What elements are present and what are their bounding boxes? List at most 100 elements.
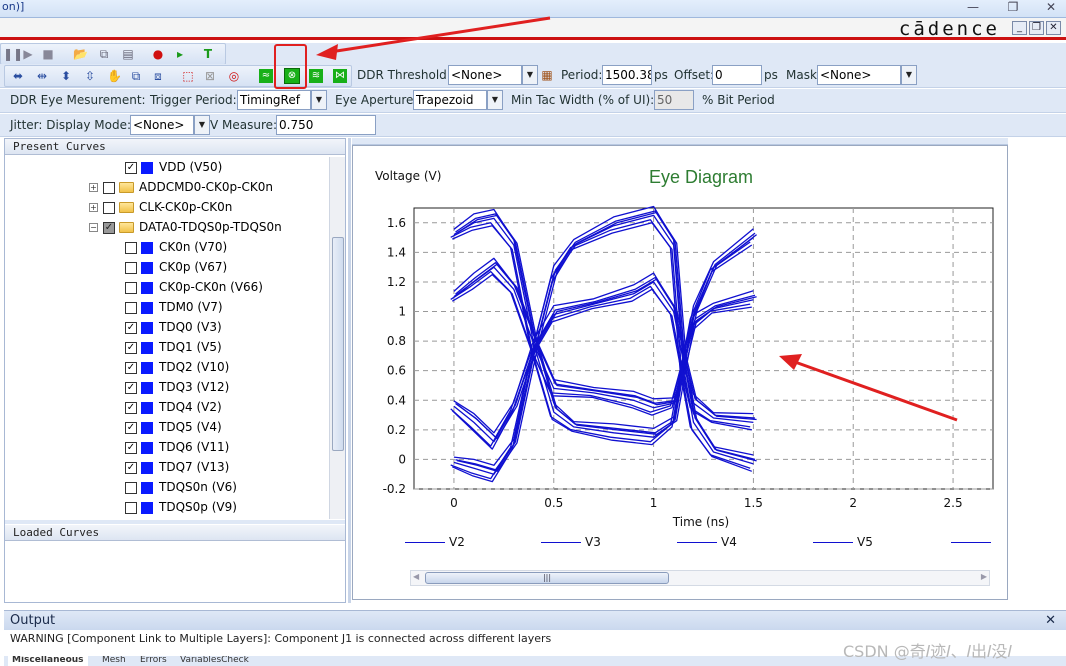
tree-curve-row[interactable]: ✓ TDQ5 (V4): [125, 417, 222, 437]
jitter-display-dropdown-icon[interactable]: ▼: [194, 115, 210, 135]
tab-mesh[interactable]: Mesh: [102, 656, 126, 665]
present-curves-header: Present Curves: [5, 139, 345, 155]
tree-checkbox[interactable]: ✓: [125, 441, 137, 454]
tree-checkbox[interactable]: [125, 501, 137, 514]
eye-diagram-chart[interactable]: Eye Diagram Voltage (V) Time (ns) 0 0.5 1 1…: [353, 146, 1009, 566]
tree-checkbox[interactable]: ✓: [125, 381, 137, 394]
tree-curve-row[interactable]: CK0p (V67): [125, 257, 227, 277]
copy-icon[interactable]: ⧉: [99, 47, 109, 61]
chart-hscrollbar[interactable]: ◀ ||| ▶: [410, 570, 990, 586]
fit-horizontal-icon[interactable]: ⇹: [36, 69, 48, 83]
brand-bar: cādence _ ❐ ✕: [0, 18, 1066, 40]
mdi-close-icon[interactable]: ✕: [1046, 21, 1061, 35]
panel-splitter[interactable]: [5, 520, 345, 524]
tree-curve-row[interactable]: ✓ TDQ3 (V12): [125, 377, 229, 397]
tree-checkbox[interactable]: [125, 301, 137, 314]
mask-select[interactable]: <None>: [817, 65, 901, 85]
tree-checkbox[interactable]: ✓: [125, 401, 137, 414]
jitter-display-select[interactable]: <None>: [130, 115, 194, 135]
tree-curve-row[interactable]: ✓ VDD (V50): [125, 157, 222, 177]
tree-checkbox[interactable]: ✓: [125, 421, 137, 434]
pause-icon[interactable]: ❚❚: [3, 47, 24, 61]
tree-curve-row[interactable]: ✓ TDQ1 (V5): [125, 337, 222, 357]
fit-vertical-icon[interactable]: ⇳: [84, 69, 96, 83]
minimize-icon[interactable]: —: [967, 0, 979, 14]
tab-variables-check[interactable]: VariablesCheck: [180, 656, 249, 665]
tree-expander-icon[interactable]: −: [89, 223, 98, 232]
zoom-window-icon[interactable]: ⧉: [131, 69, 141, 83]
waveform-icon[interactable]: ≈: [259, 69, 273, 83]
restore-icon[interactable]: ❐: [1007, 0, 1019, 14]
pan-horizontal-icon[interactable]: ⬌: [12, 69, 24, 83]
tree-curve-row[interactable]: ✓ TDQ0 (V3): [125, 317, 222, 337]
tree-scrollbar-thumb[interactable]: [332, 237, 344, 451]
tree-curve-row[interactable]: TDQS0p (V9): [125, 497, 237, 517]
eye-aperture-select[interactable]: Trapezoid: [413, 90, 487, 110]
tree-curve-row[interactable]: TDM0 (V7): [125, 297, 223, 317]
tree-expander-icon[interactable]: +: [89, 203, 98, 212]
zoom-fit-icon[interactable]: ⧈: [154, 69, 162, 83]
tree-expander-icon[interactable]: +: [89, 183, 98, 192]
pane-splitter[interactable]: [348, 138, 351, 603]
trigger-period-dropdown-icon[interactable]: ▼: [311, 90, 327, 110]
ddr-threshold-select[interactable]: <None>: [448, 65, 522, 85]
scroll-left-icon[interactable]: ◀: [413, 572, 420, 581]
mdi-minimize-icon[interactable]: _: [1012, 21, 1027, 35]
tree-curve-row[interactable]: TDQS0n (V6): [125, 477, 237, 497]
tree-curve-row[interactable]: CK0p-CK0n (V66): [125, 277, 263, 297]
tab-miscellaneous[interactable]: Miscellaneous: [8, 656, 88, 666]
offset-input[interactable]: 0: [712, 65, 762, 85]
stop-icon[interactable]: ■: [42, 47, 54, 61]
tree-checkbox[interactable]: ✓: [125, 461, 137, 474]
chart-hscrollbar-thumb[interactable]: |||: [425, 572, 669, 584]
ddr-threshold-dropdown-icon[interactable]: ▼: [522, 65, 538, 85]
tree-checkbox[interactable]: ✓: [125, 361, 137, 374]
v-measure-input[interactable]: 0.750: [276, 115, 376, 135]
eye-diagram-icon[interactable]: ⊗: [284, 68, 300, 84]
select-box-icon[interactable]: ⬚: [182, 69, 194, 83]
period-input[interactable]: 1500.38: [602, 65, 652, 85]
play-icon[interactable]: ▶: [23, 47, 33, 61]
tree-scrollbar[interactable]: [329, 157, 345, 519]
hand-icon[interactable]: ✋: [107, 69, 122, 83]
min-tac-input[interactable]: 50: [654, 90, 694, 110]
tree-curve-row[interactable]: ✓ TDQ2 (V10): [125, 357, 229, 377]
tree-group-row[interactable]: − ✓ DATA0-TDQS0p-TDQS0n: [89, 217, 282, 237]
tree-group-row[interactable]: + CLK-CK0p-CK0n: [89, 197, 232, 217]
scroll-right-icon[interactable]: ▶: [980, 572, 987, 581]
close-icon[interactable]: ✕: [1045, 0, 1057, 14]
tree-checkbox[interactable]: ✓: [125, 321, 137, 334]
properties-icon[interactable]: ▤: [122, 47, 134, 61]
tree-curve-row[interactable]: CK0n (V70): [125, 237, 227, 257]
eye-mask-icon[interactable]: ≋: [309, 69, 323, 83]
chart-pane-grip[interactable]: [352, 138, 1008, 145]
tree-checkbox[interactable]: [125, 481, 137, 494]
eye-trace: [453, 272, 754, 434]
tree-checkbox[interactable]: [125, 261, 137, 274]
tree-checkbox[interactable]: ✓: [125, 341, 137, 354]
tree-curve-row[interactable]: ✓ TDQ4 (V2): [125, 397, 222, 417]
output-close-icon[interactable]: ✕: [1045, 613, 1056, 628]
tree-checkbox[interactable]: [125, 281, 137, 294]
delete-box-icon[interactable]: ⊠: [204, 69, 216, 83]
mdi-restore-icon[interactable]: ❐: [1029, 21, 1044, 35]
open-folder-icon[interactable]: 📂: [73, 47, 88, 61]
mask-dropdown-icon[interactable]: ▼: [901, 65, 917, 85]
tree-checkbox[interactable]: [103, 201, 115, 214]
step-icon[interactable]: ▸: [176, 47, 184, 61]
marker-icon[interactable]: ◎: [228, 69, 240, 83]
text-tool-icon[interactable]: T: [203, 47, 213, 61]
tree-checkbox[interactable]: [125, 241, 137, 254]
eye-aperture-dropdown-icon[interactable]: ▼: [487, 90, 503, 110]
tree-curve-row[interactable]: ✓ TDQ6 (V11): [125, 437, 229, 457]
tree-checkbox[interactable]: ✓: [103, 221, 115, 234]
tree-checkbox[interactable]: ✓: [125, 161, 137, 174]
eye-measure-icon[interactable]: ⋈: [333, 69, 347, 83]
trigger-period-select[interactable]: TimingRef: [237, 90, 311, 110]
tree-checkbox[interactable]: [103, 181, 115, 194]
tree-curve-row[interactable]: ✓ TDQ7 (V13): [125, 457, 229, 477]
record-icon[interactable]: ●: [152, 47, 164, 61]
tab-errors[interactable]: Errors: [140, 656, 167, 665]
tree-group-row[interactable]: + ADDCMD0-CK0p-CK0n: [89, 177, 273, 197]
pan-vertical-icon[interactable]: ⬍: [60, 69, 72, 83]
